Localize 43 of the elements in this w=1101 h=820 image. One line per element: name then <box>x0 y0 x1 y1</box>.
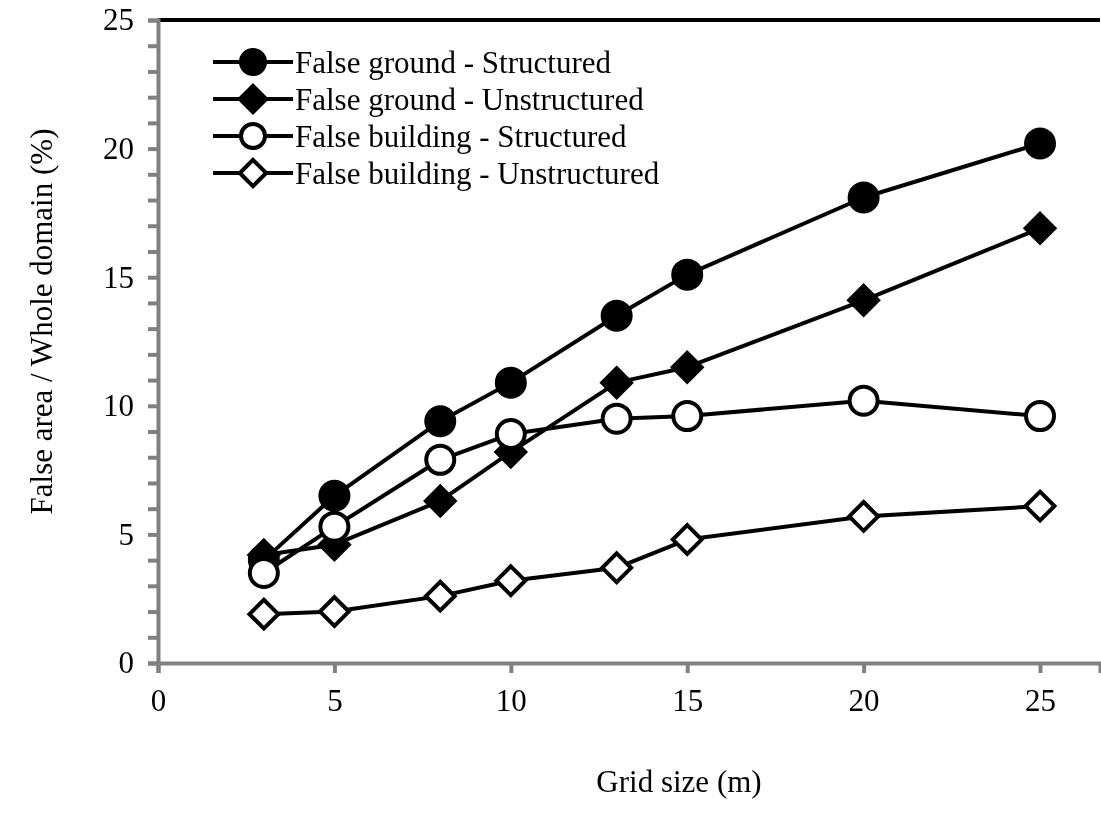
legend-label: False ground - Structured <box>295 44 612 80</box>
x-tick-label: 25 <box>1025 683 1057 719</box>
legend-label: False ground - Unstructured <box>295 81 645 117</box>
point <box>1023 489 1057 523</box>
point <box>600 366 634 400</box>
y-tick-label: 25 <box>103 2 134 38</box>
point <box>671 400 704 433</box>
point <box>423 484 457 518</box>
point <box>600 299 633 332</box>
x-axis-title: Grid size (m) <box>596 764 762 799</box>
y-axis-title: False area / Whole domain (%) <box>24 128 59 515</box>
point <box>318 479 351 512</box>
point <box>847 283 881 317</box>
y-tick-label: 20 <box>103 131 134 167</box>
y-tick-label: 15 <box>103 259 134 295</box>
x-tick-label: 10 <box>495 683 527 719</box>
y-tick-label: 5 <box>118 516 134 552</box>
point <box>670 350 704 384</box>
point <box>424 443 457 476</box>
point <box>1024 127 1057 160</box>
point <box>494 564 528 598</box>
point <box>847 500 881 533</box>
point <box>318 595 351 628</box>
legend-label: False building - Unstructured <box>295 155 660 191</box>
x-tick-label: 15 <box>672 683 704 719</box>
point <box>847 181 880 214</box>
point <box>1024 400 1057 433</box>
point <box>847 384 880 417</box>
point <box>423 579 457 613</box>
point <box>247 597 281 631</box>
point <box>600 551 634 585</box>
x-tick-label: 0 <box>150 683 167 719</box>
point <box>1023 211 1057 245</box>
point <box>670 523 704 556</box>
y-tick-label: 0 <box>118 645 134 681</box>
x-tick-label: 20 <box>848 683 880 719</box>
point <box>424 405 457 438</box>
x-tick-label: 5 <box>327 683 343 719</box>
legend-label: False building - Structured <box>295 118 627 154</box>
point <box>494 366 527 399</box>
point <box>600 402 633 435</box>
point <box>671 258 704 291</box>
y-tick-label: 10 <box>103 388 134 424</box>
